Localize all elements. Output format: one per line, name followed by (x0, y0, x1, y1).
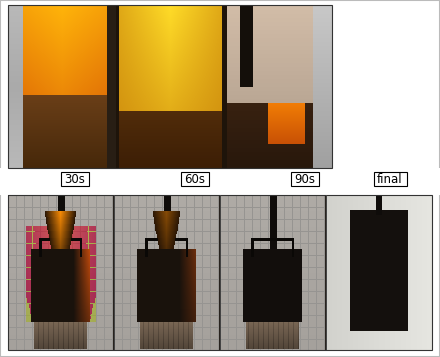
Text: final: final (377, 172, 403, 186)
FancyBboxPatch shape (181, 172, 209, 186)
Text: 90s: 90s (294, 172, 315, 186)
Bar (0, 168, 440, 195)
FancyBboxPatch shape (374, 172, 407, 186)
Bar (8, 5, 332, 168)
Text: 60s: 60s (184, 172, 205, 186)
FancyBboxPatch shape (291, 172, 319, 186)
FancyBboxPatch shape (61, 172, 89, 186)
Text: 30s: 30s (65, 172, 85, 186)
Bar (8, 195, 432, 350)
